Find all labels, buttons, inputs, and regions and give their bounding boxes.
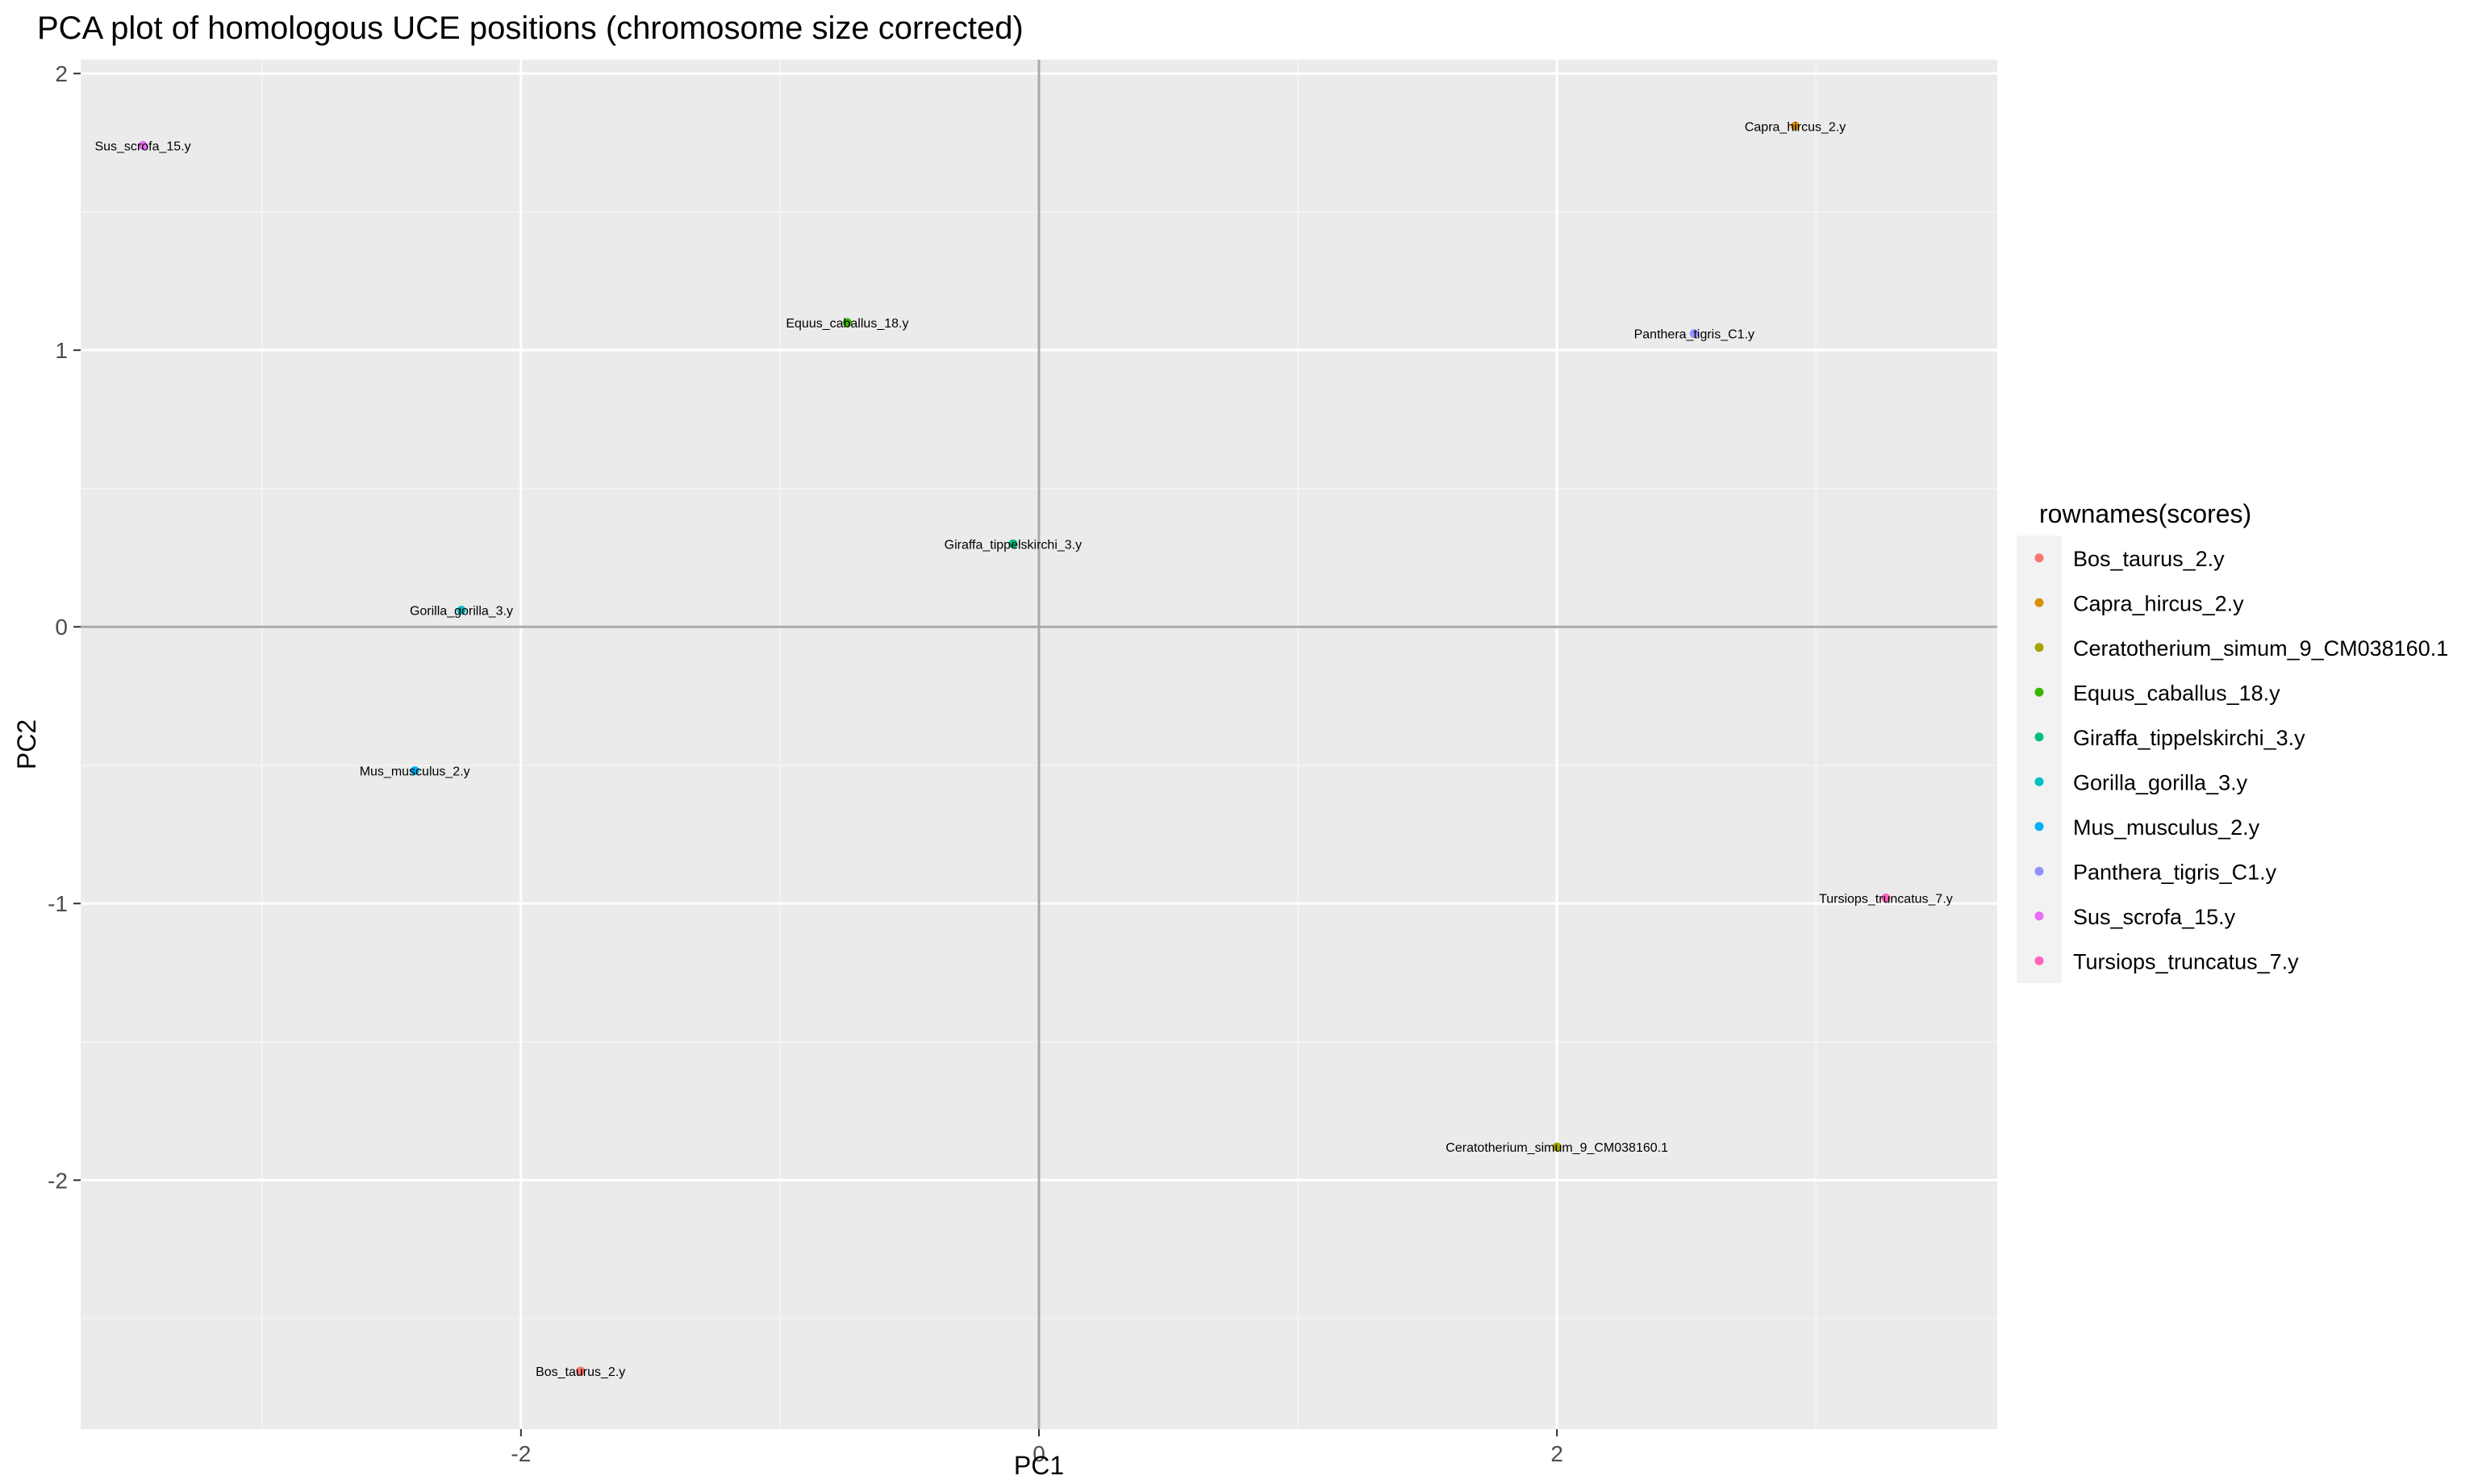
legend-key <box>2034 956 2044 965</box>
x-axis: -2 0 2 <box>511 1429 1563 1466</box>
legend-label: Equus_caballus_18.y <box>2073 681 2280 705</box>
reference-lines <box>81 60 1997 1429</box>
legend-key <box>2034 687 2044 697</box>
legend-label: Capra_hircus_2.y <box>2073 591 2244 615</box>
y-tick-label: 0 <box>55 615 68 640</box>
legend: rownames(scores) Bos_taurus_2.y Capra_hir… <box>2017 499 2448 983</box>
legend-key <box>2034 866 2044 876</box>
data-point-label: Equus_caballus_18.y <box>786 317 908 331</box>
data-point-label: Capra_hircus_2.y <box>1745 120 1846 134</box>
data-point <box>1689 329 1699 339</box>
data-point-label: Ceratotherium_simum_9_CM038160.1 <box>1446 1141 1668 1155</box>
chart-title: PCA plot of homologous UCE positions (ch… <box>37 10 1024 46</box>
legend-label: Sus_scrofa_15.y <box>2073 905 2236 929</box>
data-point <box>1881 893 1891 902</box>
legend-key <box>2034 598 2044 607</box>
data-point <box>1008 539 1018 548</box>
legend-label: Giraffa_tippelskirchi_3.y <box>2073 726 2305 750</box>
data-point <box>410 766 419 776</box>
legend-key <box>2034 911 2044 921</box>
x-tick-label: 0 <box>1032 1441 1045 1466</box>
data-point <box>1552 1142 1562 1152</box>
legend-key <box>2034 822 2044 832</box>
legend-items: Bos_taurus_2.y Capra_hircus_2.y Ceratother… <box>2017 536 2448 983</box>
data-point-label: Sus_scrofa_15.y <box>94 140 190 153</box>
legend-label: Tursiops_truncatus_7.y <box>2073 949 2299 973</box>
y-tick-label: 2 <box>55 61 68 86</box>
data-point-label: Mus_musculus_2.y <box>360 765 470 779</box>
legend-label: Panthera_tigris_C1.y <box>2073 860 2277 884</box>
legend-title: rownames(scores) <box>2039 499 2251 528</box>
y-axis: -2 -1 0 1 2 <box>48 61 81 1193</box>
data-point-label: Bos_taurus_2.y <box>536 1365 625 1379</box>
legend-key-background <box>2017 536 2062 983</box>
data-point-label: Gorilla_gorilla_3.y <box>410 605 513 619</box>
data-point <box>576 1366 586 1376</box>
data-point <box>1791 121 1800 131</box>
y-tick-label: -2 <box>48 1168 68 1193</box>
data-point <box>138 140 148 150</box>
x-tick-label: -2 <box>511 1441 531 1466</box>
data-point-label: Giraffa_tippelskirchi_3.y <box>945 538 1082 552</box>
y-axis-title: PC2 <box>12 719 41 769</box>
legend-label: Mus_musculus_2.y <box>2073 815 2260 840</box>
data-point-labels: Bos_taurus_2.y Capra_hircus_2.y Ceratother… <box>94 120 1952 1379</box>
legend-label: Gorilla_gorilla_3.y <box>2073 770 2248 794</box>
legend-key <box>2034 732 2044 742</box>
data-point-label: Tursiops_truncatus_7.y <box>1819 892 1953 906</box>
legend-key <box>2034 777 2044 786</box>
x-axis-title: PC1 <box>1014 1451 1064 1480</box>
x-tick-label: 2 <box>1550 1441 1563 1466</box>
legend-key <box>2034 553 2044 563</box>
data-point-label: Panthera_tigris_C1.y <box>1634 328 1754 342</box>
data-point <box>842 318 852 327</box>
y-tick-label: 1 <box>55 338 68 363</box>
legend-label: Bos_taurus_2.y <box>2073 547 2225 571</box>
legend-label: Ceratotherium_simum_9_CM038160.1 <box>2073 636 2448 661</box>
legend-key <box>2034 643 2044 652</box>
y-tick-label: -1 <box>48 891 68 916</box>
data-points <box>138 121 1891 1376</box>
data-point <box>457 606 466 615</box>
